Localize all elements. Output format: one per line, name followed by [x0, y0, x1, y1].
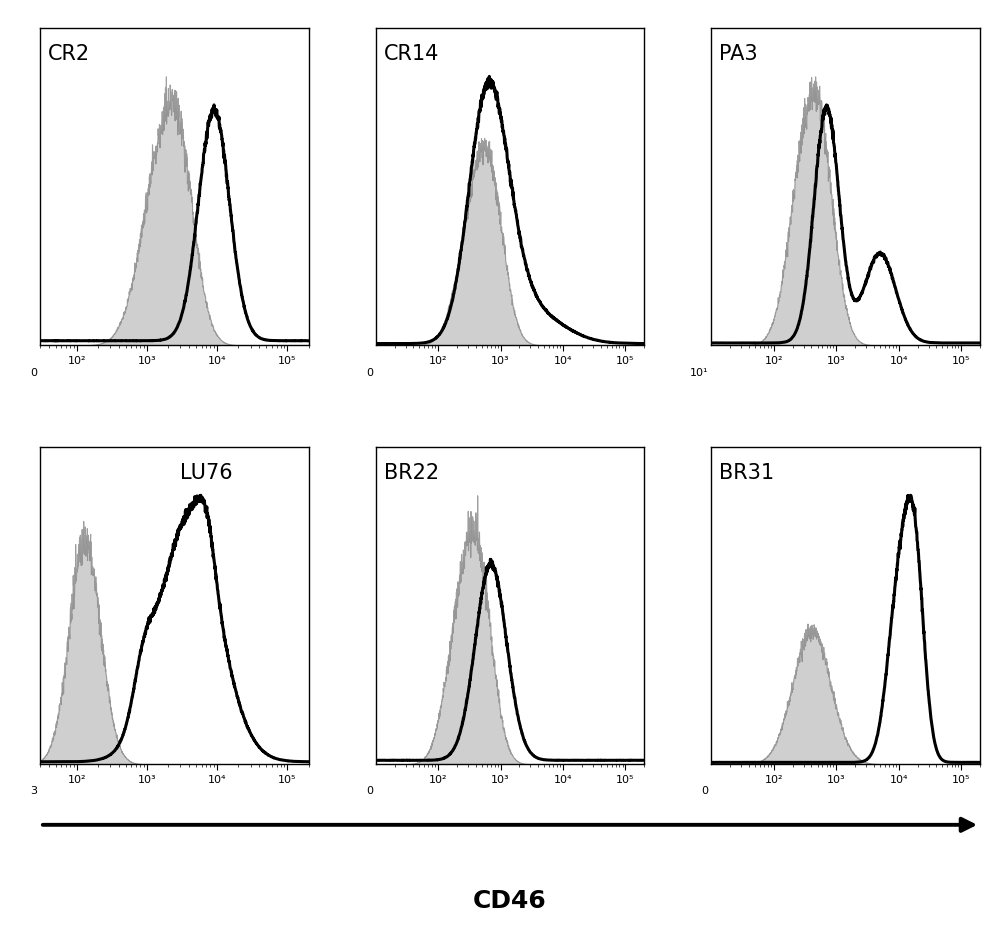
Text: 10¹: 10¹ [690, 367, 709, 377]
Text: 0: 0 [30, 367, 37, 377]
Text: BR22: BR22 [384, 463, 439, 483]
Text: 0: 0 [366, 367, 373, 377]
Text: LU76: LU76 [180, 463, 232, 483]
Text: CD46: CD46 [473, 889, 547, 913]
Text: CR14: CR14 [384, 44, 439, 63]
Text: BR31: BR31 [719, 463, 775, 483]
Text: PA3: PA3 [719, 44, 758, 63]
Text: 3: 3 [30, 787, 37, 797]
Text: CR2: CR2 [48, 44, 90, 63]
Text: 0: 0 [702, 787, 709, 797]
Text: 0: 0 [366, 787, 373, 797]
